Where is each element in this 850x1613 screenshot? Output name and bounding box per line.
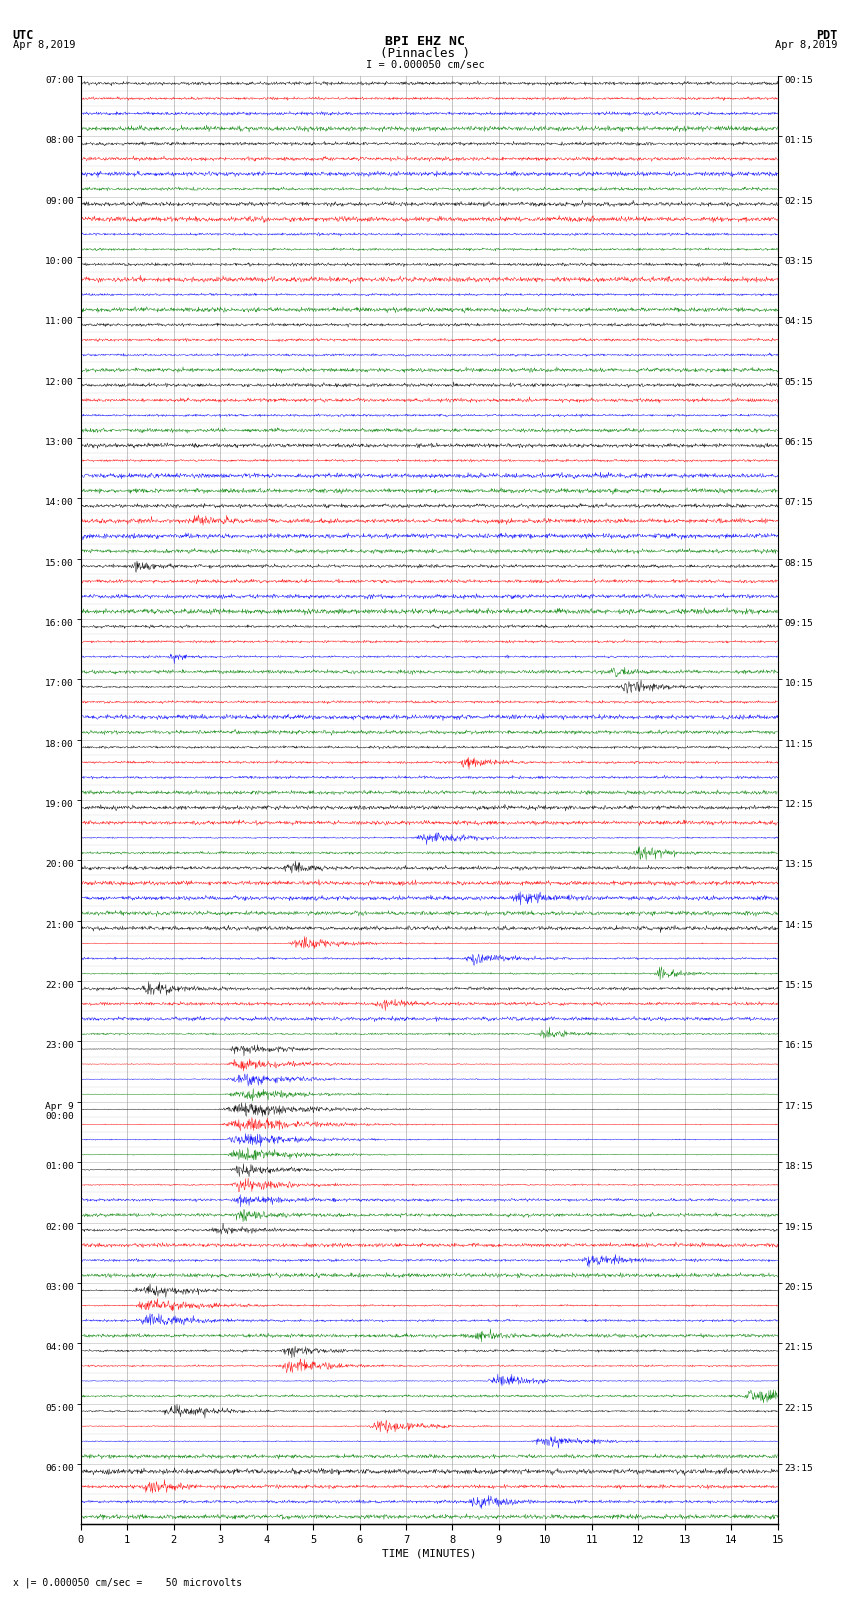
Text: BPI EHZ NC: BPI EHZ NC (385, 35, 465, 48)
Text: x |= 0.000050 cm/sec =    50 microvolts: x |= 0.000050 cm/sec = 50 microvolts (13, 1578, 242, 1589)
Text: Apr 8,2019: Apr 8,2019 (13, 40, 76, 50)
Text: UTC: UTC (13, 29, 34, 42)
Text: PDT: PDT (816, 29, 837, 42)
Text: I = 0.000050 cm/sec: I = 0.000050 cm/sec (366, 60, 484, 69)
Text: (Pinnacles ): (Pinnacles ) (380, 47, 470, 60)
Text: Apr 8,2019: Apr 8,2019 (774, 40, 837, 50)
X-axis label: TIME (MINUTES): TIME (MINUTES) (382, 1548, 477, 1558)
